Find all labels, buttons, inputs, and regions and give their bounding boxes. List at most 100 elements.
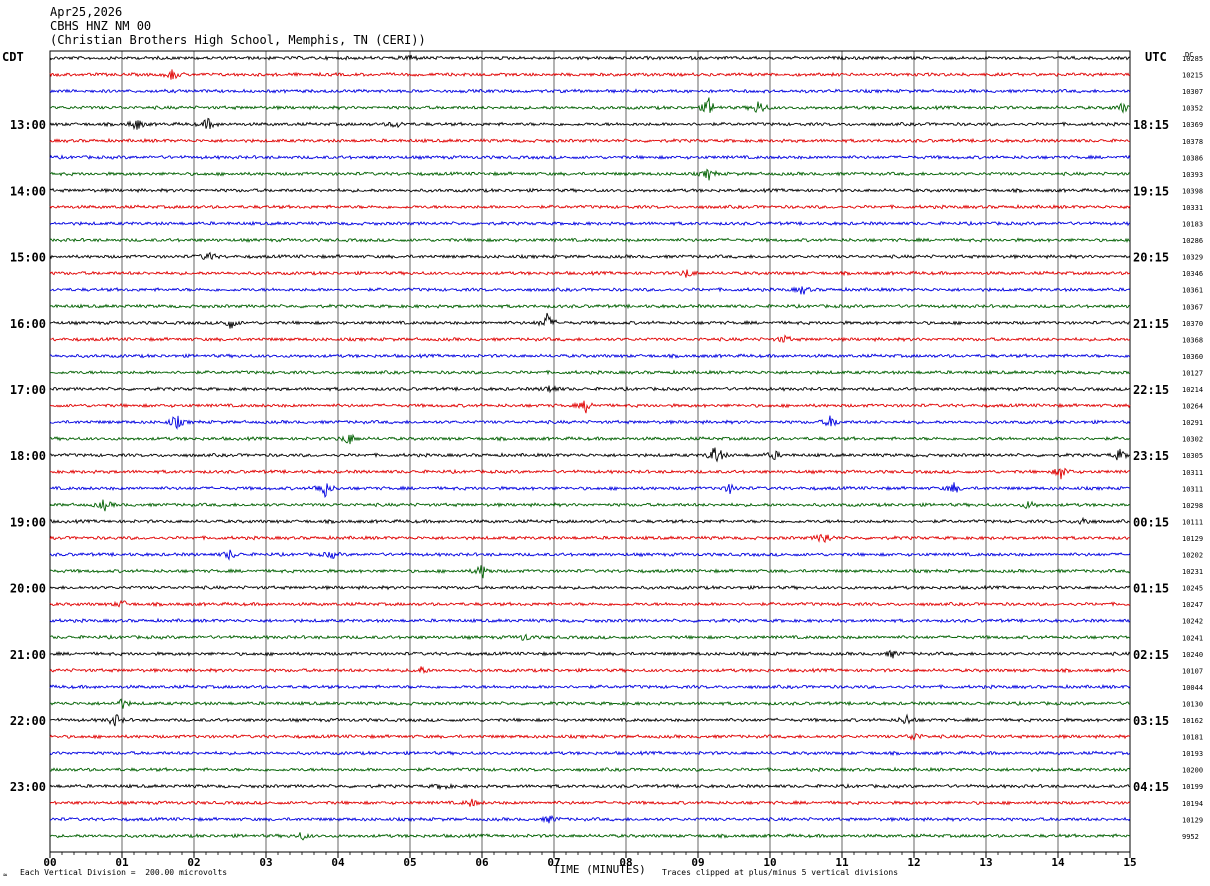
seismic-trace (49, 237, 1131, 243)
dc-offset-label: 9952 (1182, 833, 1199, 841)
dc-offset-label: 10368 (1182, 336, 1203, 344)
dc-offset-label: 10162 (1182, 717, 1203, 725)
seismic-trace (49, 766, 1131, 773)
seismic-trace (49, 549, 1131, 561)
axis-labels: 00 01 02 03 04 05 06 07 08 09 10 11 12 13 14 15 10285 102… (10, 55, 1203, 869)
dc-offset-label: 10202 (1182, 552, 1203, 560)
x-tick-label: 10 (763, 856, 776, 869)
x-tick-label: 14 (1051, 856, 1065, 869)
seismic-trace (49, 168, 1131, 181)
utc-hour-label: 21:15 (1133, 317, 1169, 331)
dc-column-header: DC (1185, 51, 1193, 59)
dc-offset-label: 10291 (1182, 419, 1203, 427)
utc-hour-label: 01:15 (1133, 582, 1169, 596)
seismic-trace (49, 353, 1131, 359)
dc-offset-label: 10127 (1182, 369, 1203, 377)
dc-offset-label: 10361 (1182, 287, 1203, 295)
dc-offset-label: 10305 (1182, 452, 1203, 460)
seismic-trace (49, 187, 1131, 194)
trace-lines (49, 54, 1131, 841)
seismic-trace (49, 269, 1131, 278)
seismic-trace (49, 782, 1131, 791)
utc-hour-label: 03:15 (1133, 714, 1169, 728)
seismic-trace (49, 385, 1131, 394)
dc-offset-label: 10386 (1182, 154, 1203, 162)
seismic-trace (49, 415, 1131, 430)
seismic-trace (49, 203, 1131, 210)
seismic-trace (49, 286, 1131, 295)
dc-offset-label: 10247 (1182, 601, 1203, 609)
seismic-trace (49, 97, 1131, 114)
seismic-trace (49, 798, 1131, 807)
dc-offset-label: 10111 (1182, 518, 1203, 526)
dc-offset-label: 10311 (1182, 469, 1203, 477)
header-date: Apr25,2026 (50, 5, 123, 19)
dc-offset-label: 10302 (1182, 436, 1203, 444)
x-tick-label: 09 (691, 856, 704, 869)
seismic-trace (49, 599, 1131, 608)
dc-offset-label: 10044 (1182, 684, 1203, 692)
dc-offset-label: 10129 (1182, 535, 1203, 543)
cdt-hour-label: 20:00 (10, 582, 46, 596)
seismic-trace (49, 220, 1131, 227)
cdt-hour-label: 16:00 (10, 317, 46, 331)
x-tick-label: 07 (547, 856, 560, 869)
dc-offset-label: 10369 (1182, 121, 1203, 129)
seismic-trace (49, 117, 1131, 131)
seismic-trace (49, 499, 1131, 512)
dc-offset-label: 10200 (1182, 767, 1203, 775)
scale-note: Each Vertical Division = 200.00 microvol… (20, 868, 227, 877)
left-timezone-label: CDT (2, 50, 24, 64)
seismic-trace (49, 54, 1131, 62)
seismic-trace (49, 69, 1131, 80)
dc-offset-label: 10199 (1182, 783, 1203, 791)
cdt-hour-label: 23:00 (10, 780, 46, 794)
dc-offset-label: 10307 (1182, 88, 1203, 96)
seismic-trace (49, 732, 1131, 741)
dc-offset-label: 10286 (1182, 237, 1203, 245)
dc-offset-label: 10398 (1182, 187, 1203, 195)
cdt-hour-label: 15:00 (10, 251, 46, 265)
seismic-trace (49, 666, 1131, 675)
dc-offset-label: 10346 (1182, 270, 1203, 278)
x-tick-label: 13 (979, 856, 992, 869)
x-tick-label: 12 (907, 856, 920, 869)
dc-offset-label: 10264 (1182, 403, 1203, 411)
cdt-hour-label: 19:00 (10, 515, 46, 529)
plot-frame (49, 50, 1131, 853)
x-tick-label: 11 (835, 856, 849, 869)
cdt-hour-label: 14:00 (10, 184, 46, 198)
dc-offset-label: 10129 (1182, 816, 1203, 824)
x-tick-label: 05 (403, 856, 416, 869)
seismic-trace (49, 713, 1131, 727)
seismic-trace (49, 649, 1131, 659)
seismic-trace (49, 88, 1131, 94)
seismic-trace (49, 482, 1131, 499)
cdt-hour-label: 18:00 (10, 449, 46, 463)
dc-offset-label: 10242 (1182, 618, 1203, 626)
x-tick-label: 04 (331, 856, 345, 869)
dc-offset-label: 10240 (1182, 651, 1203, 659)
dc-offset-label: 10183 (1182, 221, 1203, 229)
seismic-trace (49, 369, 1131, 376)
utc-hour-label: 00:15 (1133, 515, 1169, 529)
dc-offset-label: 10298 (1182, 502, 1203, 510)
seismic-trace (49, 533, 1131, 544)
utc-hour-label: 20:15 (1133, 251, 1169, 265)
dc-offset-label: 10181 (1182, 734, 1203, 742)
dc-offset-label: 10245 (1182, 585, 1203, 593)
grid-lines (49, 50, 1131, 858)
dc-offset-label: 10331 (1182, 204, 1203, 212)
dc-offset-label: 10378 (1182, 138, 1203, 146)
dc-offset-label: 10329 (1182, 254, 1203, 262)
seismic-trace (49, 832, 1131, 841)
seismic-trace (49, 303, 1131, 310)
corner-mark: ≈ (3, 871, 7, 879)
header-station: CBHS HNZ NM 00 (50, 19, 152, 33)
dc-offset-label: 10311 (1182, 485, 1203, 493)
seismic-trace (49, 251, 1131, 261)
utc-hour-label: 02:15 (1133, 648, 1169, 662)
utc-hour-label: 23:15 (1133, 449, 1169, 463)
utc-hour-label: 04:15 (1133, 780, 1169, 794)
